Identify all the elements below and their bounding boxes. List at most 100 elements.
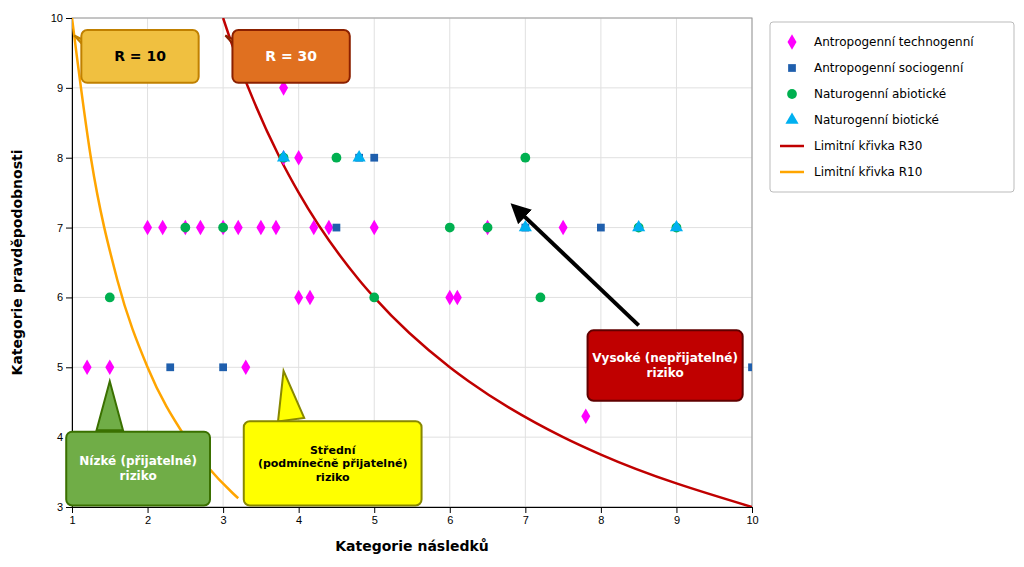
point <box>670 220 683 231</box>
tick: 5 <box>57 361 72 373</box>
point <box>105 293 115 303</box>
tick-mark <box>374 507 375 513</box>
callout-text-line: riziko <box>120 469 157 483</box>
arrow <box>518 210 639 325</box>
point <box>581 408 590 424</box>
tick-mark <box>66 88 72 89</box>
legend-item: Antropogenní technogenní <box>788 34 975 50</box>
legend-item: Naturogenní abiotické <box>787 87 946 101</box>
callout-text-line: R = 10 <box>114 48 166 64</box>
tick: 9 <box>57 82 72 94</box>
tick: 7 <box>57 222 72 234</box>
point <box>370 154 378 162</box>
x-axis-title: Kategorie následků <box>335 538 489 554</box>
legend-frame <box>770 22 1014 192</box>
callout-text: R = 30 <box>265 48 317 64</box>
point <box>277 150 290 161</box>
point <box>218 223 228 233</box>
callout: Vysoké (nepřijatelné)riziko <box>588 330 743 400</box>
legend-swatch <box>785 112 798 123</box>
legend-item: Naturogenní biotické <box>785 112 938 127</box>
point <box>143 220 152 236</box>
callout-box <box>66 432 210 506</box>
tick-label: 2 <box>145 514 151 526</box>
tick-label: 4 <box>296 514 302 526</box>
callout-box <box>244 421 422 505</box>
tick-mark <box>66 507 72 508</box>
legend-item: Antropogenní sociogenní <box>788 61 964 75</box>
grid-line-x <box>525 18 526 507</box>
tick-mark <box>66 367 72 368</box>
tick-label: 10 <box>51 12 63 24</box>
tick: 9 <box>674 507 680 526</box>
callout-text: Střední(podmínečně přijatelné)riziko <box>258 444 408 483</box>
point <box>748 363 752 371</box>
tick-label: 6 <box>447 514 453 526</box>
callout: R = 10 <box>74 30 198 83</box>
tick-label: 3 <box>57 501 63 513</box>
point <box>181 220 190 236</box>
tick: 4 <box>296 507 302 526</box>
tick-mark <box>676 507 677 513</box>
plot-area: 12345678910345678910R = 10R = 30Nízké (p… <box>51 12 759 526</box>
legend-label: Limitní křivka R30 <box>814 139 922 153</box>
legend-swatch <box>780 145 804 148</box>
point-series <box>83 80 591 424</box>
point-series <box>105 153 681 302</box>
legend-label: Naturogenní biotické <box>814 113 939 127</box>
point <box>309 220 318 236</box>
grid-line-x <box>223 18 224 507</box>
callout: R = 30 <box>225 30 349 83</box>
point <box>272 220 281 236</box>
tick-label: 6 <box>57 291 63 303</box>
callout-box <box>588 330 743 400</box>
callout-text-line: Nízké (přijatelné) <box>79 454 197 468</box>
legend-swatch <box>788 64 796 72</box>
tick: 5 <box>372 507 378 526</box>
grid-line-x <box>600 18 601 507</box>
point <box>83 359 92 375</box>
tick: 6 <box>57 291 72 303</box>
tick-label: 10 <box>746 514 758 526</box>
grid-line-y <box>72 157 752 158</box>
point <box>166 363 174 371</box>
legend-label: Antropogenní sociogenní <box>814 61 964 75</box>
grid-line-y <box>72 227 752 228</box>
callout: Nízké (přijatelné)riziko <box>66 381 210 505</box>
tick: 6 <box>447 507 453 526</box>
callout-text-line: riziko <box>316 470 350 483</box>
callout-tail <box>97 381 123 430</box>
tick-mark <box>601 507 602 513</box>
tick-label: 3 <box>221 514 227 526</box>
tick: 10 <box>51 12 72 24</box>
tick: 3 <box>221 507 227 526</box>
point <box>180 223 190 233</box>
point <box>536 293 546 303</box>
point <box>332 153 342 163</box>
legend-label: Naturogenní abiotické <box>814 87 946 101</box>
grid-line-x <box>449 18 450 507</box>
point <box>158 220 167 236</box>
point <box>306 290 315 306</box>
tick-mark <box>752 507 753 513</box>
point <box>105 359 114 375</box>
callout-text-line: R = 30 <box>265 48 317 64</box>
callout-text-line: Vysoké (nepřijatelné) <box>592 351 738 365</box>
legend: Antropogenní technogenní Antropogenní soc… <box>770 22 1014 192</box>
tick-label: 5 <box>57 361 63 373</box>
point <box>219 363 227 371</box>
point <box>234 220 243 236</box>
tick-mark <box>66 297 72 298</box>
tick: 1 <box>69 507 75 526</box>
point <box>559 220 568 236</box>
callout-text: R = 10 <box>114 48 166 64</box>
point <box>333 224 341 232</box>
legend-label: Antropogenní technogenní <box>814 35 974 49</box>
tick: 8 <box>598 507 604 526</box>
point-series <box>277 150 683 231</box>
grid-line-y <box>72 297 752 298</box>
tick-mark <box>66 228 72 229</box>
callout-text-line: Střední <box>310 444 357 457</box>
tick-label: 8 <box>598 514 604 526</box>
callout-text: Nízké (přijatelné)riziko <box>79 454 197 482</box>
